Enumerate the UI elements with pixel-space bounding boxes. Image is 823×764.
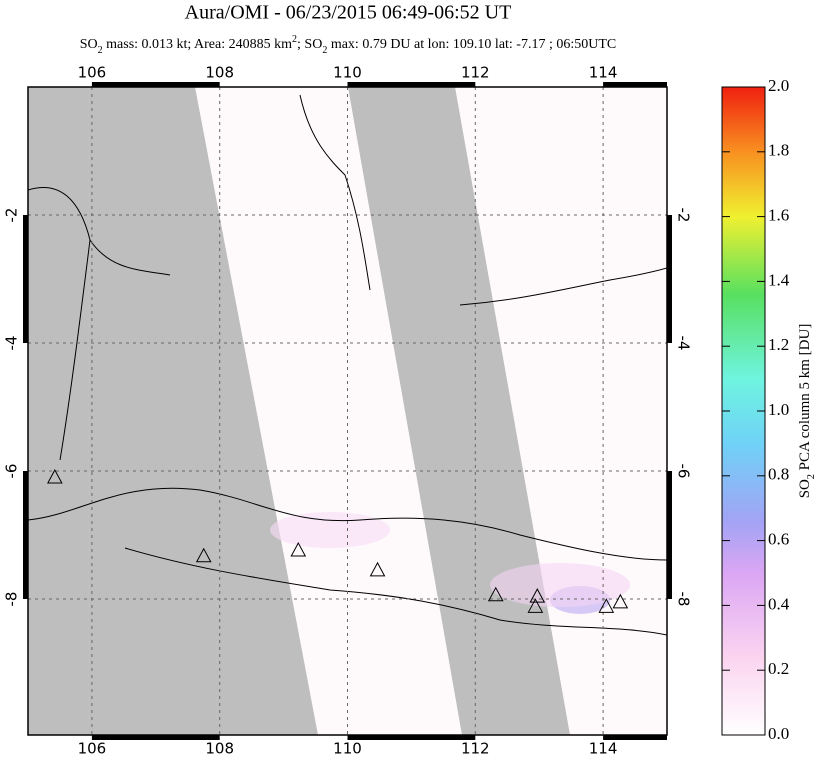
colorbar-tick-label: 0.2	[768, 659, 789, 678]
axis-bar	[23, 215, 28, 343]
text-part: PCA column 5 km [DU]	[797, 324, 813, 474]
x-tick-label: 114	[589, 740, 618, 758]
y-tick-label: -2	[3, 208, 21, 223]
colorbar-tick-label: 0.6	[768, 530, 789, 549]
x-tick-label: 108	[205, 64, 234, 82]
colorbar-tick-label: 1.6	[768, 206, 789, 225]
colorbar-tick-label: 1.0	[768, 400, 789, 419]
script-text: 2	[322, 45, 327, 56]
axis-bar	[603, 82, 667, 87]
y-tick-label: -8	[675, 592, 693, 607]
volcano	[47, 468, 63, 484]
axis-bar	[667, 471, 672, 599]
script-text: 2	[98, 45, 103, 56]
volcano	[195, 547, 212, 563]
axis-bar	[23, 471, 28, 599]
y-tick-label: -6	[3, 464, 21, 479]
text-part: SO	[80, 37, 98, 52]
swath	[195, 87, 462, 735]
colorbar-tick-label: 1.4	[768, 270, 790, 289]
axis-bar	[91, 735, 220, 740]
x-tick-label: 110	[333, 740, 362, 758]
chart-title: Aura/OMI - 06/23/2015 06:49-06:52 UT	[185, 2, 512, 24]
volcano	[290, 541, 307, 557]
volcano	[612, 593, 629, 609]
x-tick-label: 114	[589, 64, 618, 82]
text-part: ; SO	[297, 37, 322, 52]
so2-patch	[490, 563, 630, 607]
colorbar-tick-label: 2.0	[768, 76, 789, 95]
axis-bar	[347, 82, 476, 87]
x-tick-label: 110	[333, 64, 362, 82]
text-part: max: 0.79 DU at lon: 109.10 lat: -7.17 ;…	[327, 37, 616, 52]
axis-bar	[667, 215, 672, 343]
x-tick-label: 112	[461, 64, 490, 82]
x-tick-label: 112	[461, 740, 490, 758]
y-tick-label: -4	[3, 336, 21, 351]
script-text: 2	[292, 34, 297, 45]
y-tick-label: -4	[675, 336, 693, 351]
subtitle: SO2 mass: 0.013 kt; Area: 240885 km2; SO…	[80, 34, 617, 56]
x-tick-label: 106	[78, 740, 107, 758]
script-text: 2	[806, 474, 817, 479]
colorbar-label: SO2 PCA column 5 km [DU]	[797, 324, 816, 499]
x-tick-label: 106	[78, 64, 107, 82]
y-tick-label: -6	[675, 464, 693, 479]
y-tick-label: -2	[675, 208, 693, 223]
colorbar-tick-label: 0.8	[768, 465, 789, 484]
volcano	[527, 598, 544, 613]
axis-bar	[91, 82, 220, 87]
text-part: SO	[797, 479, 813, 498]
text-part: mass: 0.013 kt; Area: 240885 km	[103, 37, 292, 52]
colorbar-tick-label: 0.0	[768, 724, 789, 743]
colorbar-tick-label: 0.4	[768, 594, 790, 613]
axis-bar	[603, 735, 667, 740]
volcano	[487, 586, 504, 602]
colorbar-tick-label: 1.8	[768, 141, 789, 160]
y-tick-label: -8	[3, 592, 21, 607]
volcano	[369, 561, 386, 577]
so2-patch	[270, 512, 390, 548]
colorbar-tick-label: 1.2	[768, 335, 789, 354]
volcano	[598, 598, 615, 613]
axis-bar	[347, 735, 476, 740]
x-tick-label: 108	[205, 740, 234, 758]
coastline	[28, 94, 667, 636]
